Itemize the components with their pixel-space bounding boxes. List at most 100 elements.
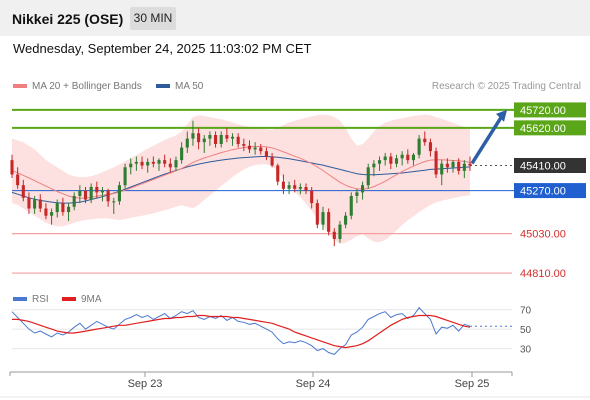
candle-body (134, 161, 138, 164)
timeframe-button[interactable]: 30 MIN (130, 7, 176, 30)
candle-body (411, 154, 416, 161)
candle-body (247, 145, 252, 150)
candle-body (117, 185, 121, 202)
candle-body (383, 156, 387, 161)
candle-body (21, 185, 25, 198)
candle-body (428, 142, 432, 152)
candle-body (457, 161, 461, 171)
candle-body (259, 147, 263, 152)
candle-body (55, 203, 59, 213)
candle-body (338, 224, 342, 239)
projection-arrow (470, 114, 504, 165)
legend-ma50: MA 50 (156, 81, 203, 92)
candle-body (434, 151, 438, 175)
candle-body (315, 203, 319, 225)
candle-body (151, 161, 155, 164)
candle-body (33, 199, 37, 209)
candle-body (174, 160, 178, 168)
candle-body (89, 187, 93, 200)
candle-body (264, 151, 268, 157)
candle-body (366, 167, 370, 186)
9ma-swatch (62, 297, 76, 302)
candle-body (219, 135, 223, 144)
candle-body (123, 167, 127, 186)
level-label-5: 44810.00 (520, 268, 566, 280)
candle-body (372, 163, 376, 168)
candle-body (394, 158, 399, 164)
candle-body (287, 185, 291, 189)
candle-body (361, 185, 365, 193)
candle-body (270, 156, 274, 166)
candle-body (445, 163, 449, 168)
candle-body (163, 160, 167, 164)
level-box-1 (514, 120, 586, 136)
legend-rsi-label: RSI (32, 294, 49, 305)
x-tick-label-0: Sep 23 (128, 378, 163, 390)
level-label-4: 45030.00 (520, 229, 566, 241)
candle-body (27, 197, 31, 209)
candle-body (276, 165, 280, 182)
ma20-swatch (13, 84, 27, 89)
instrument-title: Nikkei 225 (OSE) (12, 11, 124, 27)
candle-body (50, 212, 54, 216)
candle-body (10, 160, 14, 175)
candle-body (100, 190, 105, 193)
candle-body (66, 206, 71, 213)
level-label-2: 45410.00 (520, 160, 566, 172)
candle-body (389, 156, 393, 164)
candle-body (440, 163, 444, 175)
rsi-line (11, 307, 471, 355)
candle-body (16, 174, 20, 186)
candle-body (349, 195, 353, 216)
ma50-swatch (156, 84, 170, 89)
candle-body (423, 138, 427, 143)
candle-body (78, 190, 82, 196)
candle-body (400, 154, 404, 159)
candle-body (180, 147, 184, 161)
projection-arrow-head (496, 109, 507, 122)
rsi-9ma-line (12, 314, 471, 349)
candle-body (377, 160, 382, 164)
candle-body (83, 190, 88, 200)
candle-body (332, 231, 336, 239)
candle-body (304, 187, 308, 191)
candle-body (44, 208, 48, 216)
legend-rsi: RSI (13, 294, 49, 305)
candle-body (191, 133, 195, 139)
candle-body (225, 135, 229, 139)
candle-body (38, 199, 42, 209)
candle-body (214, 135, 218, 144)
rsi-tick-50: 50 (520, 325, 532, 336)
candle-body (146, 161, 150, 166)
candle-body (298, 187, 302, 189)
candle-body (417, 138, 421, 155)
candle-body (253, 147, 257, 150)
candle-body (168, 163, 172, 168)
level-box-3 (514, 183, 586, 199)
candle-body (406, 154, 410, 161)
candle-body (106, 190, 110, 202)
candle-body (451, 161, 455, 168)
x-tick-label-1: Sep 24 (296, 378, 331, 390)
credit-text: Research © 2025 Trading Central (431, 81, 581, 92)
candle-body (293, 185, 297, 189)
candle-body (61, 203, 65, 213)
candle-body (185, 138, 189, 148)
candle-body (236, 136, 240, 144)
legend-9ma: 9MA (62, 294, 102, 305)
ma50-line (11, 156, 471, 204)
candle-body (321, 212, 325, 225)
candle-body (140, 161, 144, 166)
candle-body (197, 133, 201, 143)
candle-body (355, 192, 359, 196)
candle-body (310, 190, 314, 204)
x-tick-label-2: Sep 25 (455, 378, 490, 390)
rsi-swatch (13, 297, 27, 302)
candle-body (95, 187, 99, 193)
candle-body (344, 215, 348, 225)
header-bar: Nikkei 225 (OSE) 30 MIN (0, 0, 590, 36)
level-label-3: 45270.00 (520, 186, 566, 198)
timestamp: Wednesday, September 24, 2025 11:03:02 P… (13, 41, 312, 56)
level-label-1: 45620.00 (520, 123, 566, 135)
